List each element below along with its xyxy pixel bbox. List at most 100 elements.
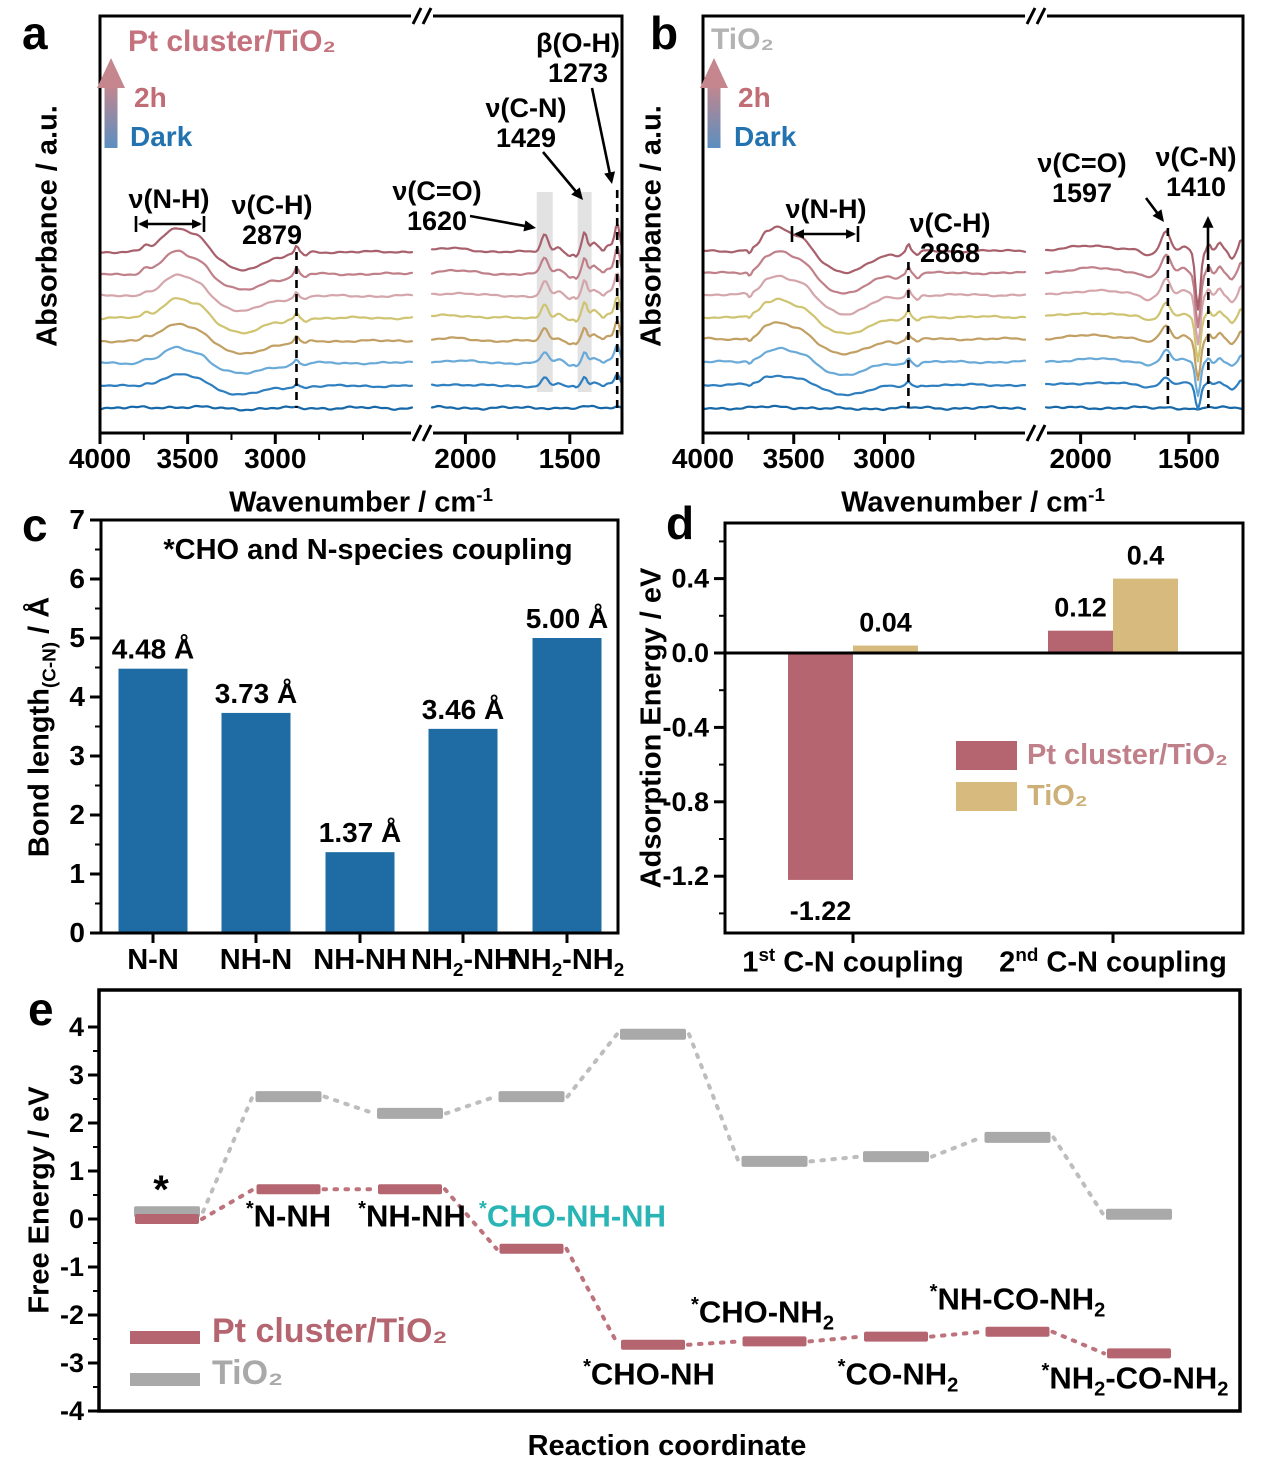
annotation-text: 1597 (1052, 178, 1112, 208)
energy-step-label: *NH2-CO-NH2 (1041, 1360, 1229, 1401)
energy-connector (686, 1339, 742, 1347)
arrow-head (138, 219, 148, 229)
axis-break-slash (1025, 7, 1037, 25)
spectrum-curve (430, 404, 624, 411)
energy-connector (808, 1154, 862, 1164)
spectrum-curve (430, 373, 624, 389)
spectrum-curve (1044, 277, 1244, 346)
tick-label: -1 (60, 1252, 84, 1282)
panel-a-2h-label: 2h (134, 82, 167, 113)
axis-break-slash (1035, 7, 1047, 25)
tick-label: 4 (69, 1012, 84, 1042)
tick-label: 5 (69, 622, 85, 653)
energy-step-label: *CHO-NH-NH (479, 1198, 666, 1234)
panel-b-letter: b (650, 7, 679, 59)
energy-level (1107, 1348, 1171, 1359)
annotation-text: 1620 (407, 206, 467, 236)
gradient-arrow-head (97, 58, 125, 88)
category-label: NH2-NH (411, 944, 515, 980)
spectrum-curve (701, 250, 1027, 295)
category-label: NH2-NH2 (509, 944, 625, 980)
tick-label: 0 (69, 1204, 84, 1234)
energy-level (621, 1339, 685, 1350)
energy-level (499, 1243, 564, 1254)
tick-label: -4 (60, 1396, 84, 1426)
spectrum-curve (98, 273, 414, 313)
energy-step-label: *CHO-NH2 (690, 1294, 835, 1335)
spectrum-curve (430, 247, 624, 280)
spectra-curves (98, 224, 624, 412)
axis-break-slash (411, 424, 423, 442)
energy-step-label: *CO-NH2 (837, 1356, 959, 1397)
spectrum-curve (430, 320, 624, 346)
spectrum-curve (430, 295, 624, 323)
panel-b: ν(N-H) ν(C-H)2868 ν(C=O)1597 ν(C-N)1410 4000… (672, 7, 1245, 474)
energy-connector (444, 1094, 498, 1116)
panel-a-dark-label: Dark (130, 121, 193, 152)
arrow-head (604, 171, 616, 184)
panel-e-xlabel: Reaction coordinate (527, 1430, 807, 1462)
energy-level (256, 1184, 321, 1195)
tick-label: -0.8 (662, 787, 709, 817)
category-label: NH-N (219, 944, 293, 976)
spectrum-curve (430, 272, 624, 301)
energy-connector (201, 1094, 255, 1214)
tick-label: 0.4 (671, 564, 709, 594)
tick-label: -3 (60, 1348, 84, 1378)
energy-connector (807, 1334, 863, 1344)
panel-b-2h-label: 2h (738, 82, 771, 113)
bar-value-label: 3.73 Å (215, 678, 298, 709)
tick-label: 7 (69, 504, 85, 535)
annotation-arrow (590, 87, 613, 179)
adsorption-bar (1048, 630, 1113, 653)
energy-level (984, 1131, 1051, 1143)
spectrum-curve (701, 225, 1027, 275)
plot-box (97, 988, 1242, 1413)
spectrum-curve (98, 249, 414, 291)
spectrum-curve (98, 404, 414, 412)
panel-a: ν(N-H) ν(C-H)2879 ν(C=O)1620 ν(C-N)1429 β(O-… (69, 7, 624, 474)
panel-e: -4 -3 -2 -1 0 1 2 3 4 (60, 988, 1242, 1426)
category-label: N-N (127, 944, 179, 976)
energy-level (742, 1336, 807, 1347)
energy-level (1106, 1208, 1172, 1220)
tick-label: 1500 (539, 443, 601, 474)
spectrum-curve (701, 404, 1027, 412)
tick-label: 2 (69, 799, 85, 830)
energy-connector (929, 1329, 985, 1339)
category-label: NH-NH (313, 944, 407, 976)
legend-swatch (130, 1373, 200, 1386)
legend-swatch (130, 1331, 200, 1344)
annotation-text: ν(C-N) (486, 93, 567, 123)
panel-b-title: TiO₂ (711, 23, 774, 56)
tick-label: 3 (69, 1060, 84, 1090)
tick-label: -2 (60, 1300, 84, 1330)
energy-level (135, 1214, 199, 1224)
gradient-arrow-shaft (104, 84, 118, 148)
bar-value-label: 3.46 Å (422, 694, 505, 725)
legend-swatch (956, 741, 1017, 770)
energy-level (864, 1331, 928, 1342)
gradient-arrow-shaft (707, 84, 721, 148)
annotation-arrow (542, 151, 581, 197)
bar-value-label: 0.04 (859, 608, 912, 638)
axis-break-slash (1025, 424, 1037, 442)
spectrum-curve (98, 297, 414, 335)
adsorption-bar (1113, 578, 1178, 653)
tick-label: 2000 (434, 443, 496, 474)
category-label: 1st C-N coupling (742, 944, 964, 979)
energy-connector (565, 1032, 619, 1099)
bond-length-bar (532, 638, 602, 933)
bond-length-bar (325, 852, 395, 933)
gradient-arrow-head (700, 58, 728, 88)
panel-a-letter: a (22, 7, 48, 59)
annotation-text: ν(C-H) (910, 208, 991, 238)
annotation-text: ν(N-H) (786, 194, 867, 224)
energy-connector (443, 1187, 499, 1251)
panel-d-letter: d (666, 497, 695, 549)
tick-label: 1500 (1158, 443, 1220, 474)
annotation-text: ν(N-H) (129, 184, 210, 214)
annotation-text: 2879 (242, 220, 302, 250)
spectrum-curve (430, 224, 624, 258)
tick-label: 0.0 (671, 638, 709, 668)
